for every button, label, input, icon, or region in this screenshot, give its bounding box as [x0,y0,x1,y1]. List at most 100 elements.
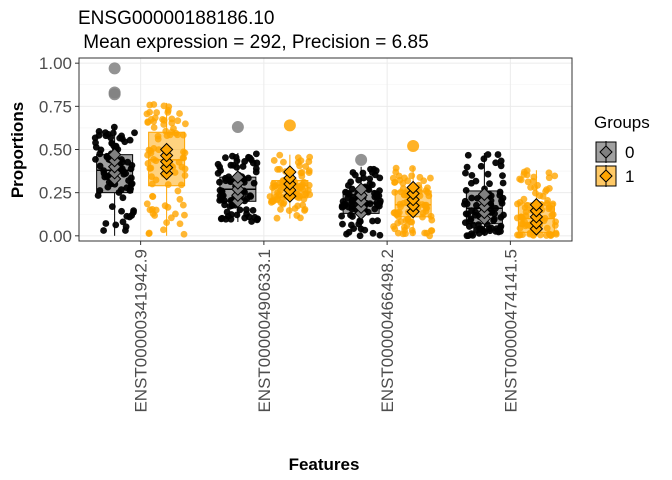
jitter-point [427,174,434,182]
jitter-point [252,150,260,158]
jitter-point [92,143,100,151]
jitter-point [119,194,127,202]
jitter-point [252,168,260,176]
jitter-point [472,177,480,185]
jitter-point [214,169,222,177]
jitter-point [150,156,158,163]
jitter-point [122,227,129,234]
jitter-point [369,229,377,237]
chart-title: ENSG00000188186.10 [78,8,275,29]
jitter-point [214,160,222,168]
jitter-point [552,218,560,226]
jitter-point [163,219,171,227]
jitter-point [162,127,170,135]
jitter-point [520,171,528,178]
mean-diamond [406,180,420,195]
jitter-point [399,185,407,192]
jitter-point [536,192,544,200]
jitter-point [514,200,521,208]
jitter-point [480,155,488,163]
grid [79,58,572,241]
jitter-point [296,192,303,200]
y-tick-label: 0.50 [39,141,72,160]
jitter-point [277,205,284,213]
jitter-point [468,171,476,179]
jitter-point [109,129,117,137]
jitter-point [499,172,506,180]
jitter-point [490,215,498,223]
jitter-point [269,184,277,191]
jitter-point [372,167,380,175]
legend-key-diamond [599,145,613,159]
jitter-point [276,151,284,159]
jitter-point [391,188,399,196]
x-tick-label: ENST00000490633.1 [255,249,274,413]
jitter-point [402,230,409,238]
jitter-point [497,227,504,235]
jitter-point [96,187,104,194]
jitter-point [174,187,182,195]
jitter-point [338,212,346,220]
jitter-point [544,196,552,204]
jitter-point [294,159,302,166]
jitter-point [423,204,431,212]
jitter-point [267,198,275,206]
jitter-point [180,148,187,156]
jitter-point [524,178,532,186]
y-axis: 0.00 0.25 0.50 0.75 1.00 [39,54,79,246]
jitter-point [548,205,556,213]
jitter-point [468,194,476,202]
mean-diamond [477,187,492,202]
y-tick-label: 0.00 [39,227,72,246]
jitter-point [181,165,189,173]
jitter-point [143,200,151,208]
jitter-point [402,216,410,224]
jitter-point [92,155,99,163]
legend-label-1: 1 [625,167,634,186]
jitter-point [390,223,397,230]
x-tick-label: ENST00000466498.2 [378,249,397,413]
jitter-point [462,169,469,177]
mean-diamond [231,170,245,184]
jitter-point [403,222,411,230]
jitter-point [127,185,134,193]
jitter-point [347,211,354,219]
x-tick-label: ENST00000474141.5 [501,249,520,413]
jitter-point [298,169,306,176]
jitter-point [339,197,347,205]
jitter-point [247,193,255,200]
jitter-point [236,206,244,214]
jitter-point [250,179,258,187]
jitter-point [356,232,364,240]
jitter-point [517,213,525,221]
jitter-point [150,101,158,108]
jitter-point [249,206,257,214]
outlier-point [407,140,420,153]
jitter-point [272,193,280,200]
jitter-point [144,118,152,126]
jitter-point [230,161,237,169]
jitter-point [143,110,151,118]
jitter-point [108,203,116,211]
jitter-point [537,231,544,239]
jitter-point [424,184,431,192]
jitter-point [475,229,483,237]
jitter-point [492,227,500,235]
jitter-point [148,173,155,180]
jitter-point [499,194,507,202]
mean-diamond [529,198,544,212]
jitter-point [484,170,492,178]
jitter-point [164,108,172,116]
jitter-point [174,117,182,125]
jitter-point [145,146,153,154]
jitter-point [427,212,435,220]
jitter-point [529,177,537,185]
jitter-point [527,183,534,191]
jitter-point [179,131,187,139]
jitter-point [416,173,424,181]
jitter-point [149,192,156,200]
jitter-point [520,195,528,203]
jitter-point [516,224,524,232]
jitter-point [461,200,468,208]
legend-title: Groups [594,113,650,132]
